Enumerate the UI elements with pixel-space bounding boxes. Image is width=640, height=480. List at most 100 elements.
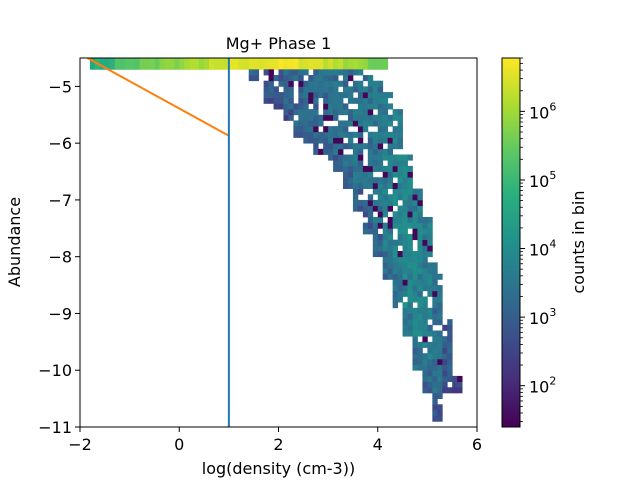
heatmap-cell	[382, 199, 389, 206]
heatmap-cell	[437, 290, 443, 297]
heatmap-cell	[298, 114, 304, 121]
heatmap-cell	[427, 358, 433, 365]
heatmap-cell	[268, 80, 274, 87]
heatmap-cell	[283, 69, 289, 76]
heatmap-cell	[432, 279, 438, 286]
heatmap-cell	[392, 239, 398, 246]
heatmap-cell	[258, 63, 265, 70]
heatmap-cell	[437, 302, 443, 309]
heatmap-cell	[397, 109, 403, 116]
heatmap-cell	[412, 341, 418, 348]
heatmap-cell	[412, 256, 418, 263]
heatmap-cell	[347, 58, 354, 65]
heatmap-cell	[367, 148, 374, 155]
heatmap-cell	[283, 80, 289, 87]
heatmap-cell	[313, 148, 319, 155]
heatmap-cell	[273, 103, 279, 110]
heatmap-cell	[387, 177, 394, 184]
heatmap-cell	[447, 375, 453, 382]
heatmap-cell	[412, 285, 418, 292]
heatmap-cell	[432, 262, 438, 269]
heatmap-cell	[323, 58, 329, 65]
heatmap-cell	[238, 63, 245, 70]
heatmap-cell	[318, 137, 324, 144]
heatmap-cell	[447, 336, 453, 343]
heatmap-cell	[422, 375, 428, 382]
heatmap-cell	[377, 188, 384, 195]
heatmap-cell	[427, 387, 433, 394]
heatmap-cell	[422, 233, 428, 241]
heatmap-cell	[372, 154, 379, 161]
heatmap-cell	[432, 296, 438, 303]
heatmap-cell	[402, 171, 408, 178]
heatmap-cell	[377, 148, 384, 155]
heatmap-cell	[308, 75, 314, 82]
heatmap-cell	[263, 86, 269, 93]
heatmap-cell	[432, 336, 438, 343]
heatmap-cell	[223, 58, 230, 65]
heatmap-cell	[268, 58, 274, 65]
heatmap-cell	[328, 131, 334, 138]
heatmap-cell	[372, 228, 379, 235]
heatmap-cell	[362, 182, 369, 189]
heatmap-cell	[233, 63, 240, 70]
heatmap-cell	[313, 63, 319, 70]
heatmap-cell	[357, 114, 364, 121]
heatmap-cell	[427, 268, 433, 275]
heatmap-cell	[382, 92, 389, 99]
heatmap-cell	[347, 131, 354, 138]
heatmap-cell	[367, 80, 374, 87]
heatmap-cell	[313, 103, 319, 110]
heatmap-cell	[457, 381, 463, 388]
heatmap-cell	[367, 222, 374, 229]
heatmap-cell	[387, 148, 394, 155]
y-tick-label: −7	[48, 191, 72, 210]
heatmap-cell	[382, 251, 389, 258]
heatmap-cell	[333, 154, 339, 161]
heatmap-cell	[323, 131, 329, 138]
heatmap-cell	[343, 58, 349, 65]
heatmap-cell	[367, 109, 374, 116]
heatmap-cell	[278, 103, 284, 110]
heatmap-cell	[377, 120, 384, 127]
heatmap-cell	[387, 251, 394, 258]
heatmap-cell	[417, 216, 423, 224]
heatmap-cell	[427, 245, 433, 252]
heatmap-cell	[338, 160, 344, 167]
heatmap-cell	[397, 296, 403, 303]
x-tick-label: 2	[273, 435, 283, 454]
heatmap-cell	[412, 216, 418, 224]
heatmap-cell	[318, 120, 324, 127]
heatmap-cell	[387, 199, 394, 206]
heatmap-cell	[352, 199, 359, 206]
heatmap-cell	[362, 92, 369, 99]
heatmap-cell	[392, 279, 398, 286]
heatmap-cell	[298, 63, 304, 70]
heatmap-cell	[387, 154, 394, 161]
heatmap-cell	[397, 143, 403, 150]
heatmap-cell	[377, 137, 384, 144]
heatmap-cell	[352, 58, 359, 65]
heatmap-cell	[303, 137, 309, 144]
heatmap-cell	[412, 228, 418, 235]
heatmap-cell	[278, 80, 284, 87]
heatmap-cell	[382, 131, 389, 138]
heatmap-cell	[338, 92, 344, 99]
heatmap-cell	[392, 296, 398, 303]
heatmap-cell	[417, 279, 423, 286]
heatmap-cell	[437, 273, 443, 280]
heatmap-cell	[397, 205, 403, 212]
heatmap-cell	[422, 381, 428, 388]
heatmap-cell	[357, 137, 364, 144]
heatmap-cell	[328, 80, 334, 87]
heatmap-cell	[343, 109, 349, 116]
heatmap-cell	[303, 131, 309, 138]
heatmap-cell	[402, 285, 408, 292]
heatmap-cell	[397, 154, 403, 161]
heatmap-cell	[278, 63, 284, 70]
y-tick-label: −10	[38, 361, 72, 380]
heatmap-cell	[402, 319, 408, 326]
heatmap-cell	[377, 251, 384, 258]
heatmap-cell	[333, 165, 339, 172]
